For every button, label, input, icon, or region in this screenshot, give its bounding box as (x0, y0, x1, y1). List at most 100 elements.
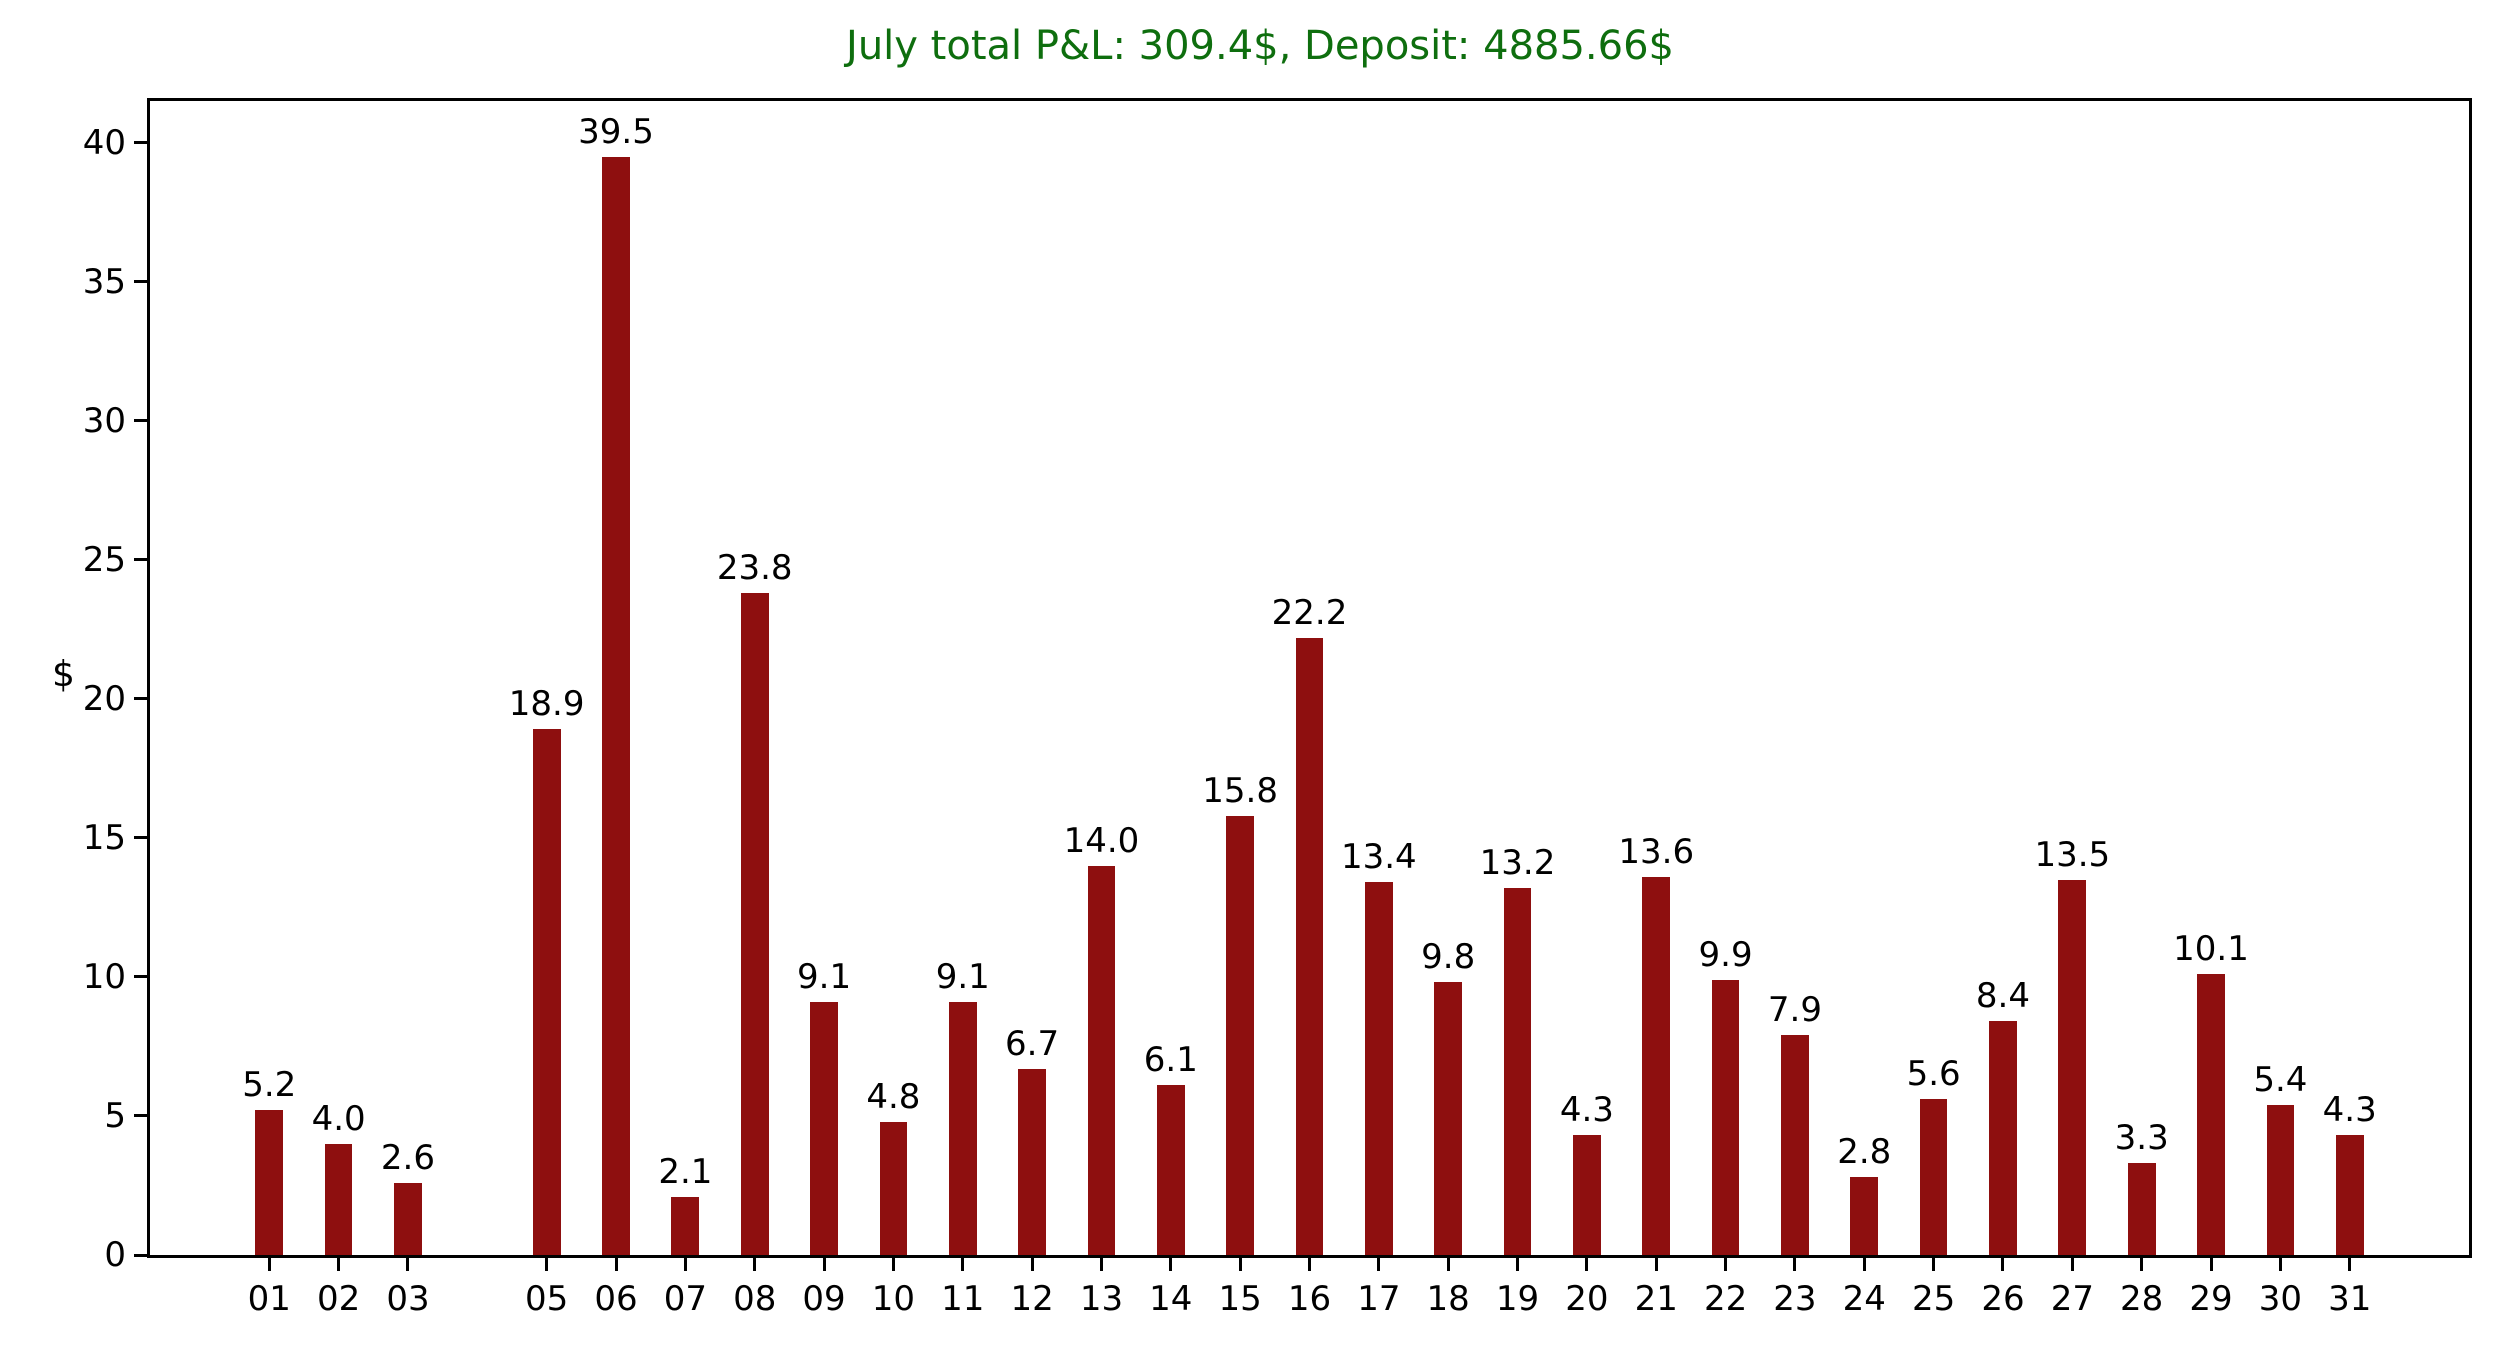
bar (2266, 1104, 2295, 1255)
plot-area: 0 5 10 15 20 25 30 35 40 5.2 01 4.0 02 2.6 03 18.9 05 39.… (83, 98, 2472, 1318)
bar-value-label: 7.9 (1767, 990, 1822, 1031)
bar (394, 1182, 422, 1255)
bar (1087, 865, 1116, 1255)
bar-value-label: 9.8 (1421, 937, 1476, 978)
bar (2197, 974, 2225, 1255)
x-tick-label: 14 (1149, 1279, 1193, 1319)
bar (1573, 1135, 1601, 1255)
bar-value-label: 9.1 (935, 956, 990, 997)
bar (532, 729, 561, 1255)
x-tick-label: 07 (663, 1279, 707, 1319)
bar (1503, 887, 1532, 1255)
bar-value-label: 4.0 (311, 1098, 366, 1139)
x-tick-label: 20 (1565, 1279, 1609, 1319)
x-tick-mark (406, 1258, 410, 1271)
x-tick-label: 26 (1981, 1279, 2025, 1319)
x-tick-label: 01 (247, 1279, 291, 1319)
y-tick-mark (134, 419, 147, 423)
x-tick-mark (1516, 1258, 1520, 1271)
bar (1156, 1085, 1185, 1255)
bar-value-label: 22.2 (1271, 592, 1348, 633)
bar (1989, 1021, 2017, 1255)
bar-value-label: 18.9 (508, 684, 585, 725)
x-tick-label: 03 (386, 1279, 430, 1319)
x-tick-label: 17 (1357, 1279, 1401, 1319)
y-tick-label: 20 (82, 678, 126, 719)
bar-value-label: 13.5 (2034, 834, 2111, 875)
y-tick-label: 25 (82, 539, 126, 580)
x-tick-mark (753, 1258, 757, 1271)
x-tick-mark (2140, 1258, 2144, 1271)
x-tick-label: 25 (1911, 1279, 1956, 1319)
x-tick-mark (1308, 1258, 1311, 1271)
x-tick-mark (1099, 1258, 1103, 1271)
bar-value-label: 9.9 (1698, 934, 1753, 975)
bar (2335, 1135, 2364, 1255)
x-tick-label: 12 (1010, 1279, 1054, 1319)
bar (1434, 982, 1463, 1255)
bar-value-label: 5.2 (242, 1065, 297, 1106)
x-tick-mark (1169, 1258, 1173, 1271)
x-tick-mark (1724, 1258, 1728, 1271)
x-tick-mark (545, 1258, 549, 1271)
bar-value-label: 4.3 (2322, 1090, 2377, 1131)
x-tick-mark (1793, 1258, 1797, 1271)
x-tick-label: 16 (1287, 1279, 1332, 1319)
bar-value-label: 6.1 (1143, 1040, 1198, 1081)
bar (1781, 1035, 1809, 1255)
x-tick-mark (2209, 1258, 2213, 1271)
y-tick-label: 5 (104, 1095, 126, 1136)
x-tick-label: 30 (2258, 1279, 2302, 1319)
bar-value-label: 15.8 (1202, 770, 1278, 811)
y-tick-label: 40 (82, 122, 126, 163)
x-tick-label: 27 (2050, 1279, 2094, 1319)
y-tick-mark (134, 975, 147, 979)
bar-value-label: 39.5 (578, 111, 654, 152)
bar (2058, 879, 2087, 1255)
y-tick-mark (134, 558, 147, 562)
x-tick-label: 09 (802, 1279, 846, 1319)
x-tick-label: 08 (733, 1279, 777, 1319)
y-tick-mark (134, 1253, 147, 1257)
x-tick-mark (2348, 1258, 2352, 1271)
x-tick-mark (267, 1258, 271, 1271)
y-tick-label: 10 (82, 956, 126, 997)
bar (1919, 1099, 1948, 1255)
bar-value-label: 2.1 (658, 1151, 713, 1192)
y-tick-mark (134, 836, 147, 840)
bar-value-label: 8.4 (1975, 976, 2030, 1017)
bar (1018, 1068, 1046, 1255)
x-tick-label: 11 (941, 1279, 985, 1319)
x-tick-label: 13 (1079, 1279, 1124, 1319)
x-tick-mark (1238, 1258, 1242, 1271)
x-tick-mark (614, 1258, 618, 1271)
y-tick-mark (134, 697, 147, 701)
bar (2127, 1163, 2156, 1255)
bar-value-label: 5.4 (2253, 1059, 2308, 1100)
bar (671, 1196, 700, 1255)
x-tick-mark (822, 1258, 826, 1271)
bar-value-label: 23.8 (716, 548, 793, 589)
y-tick-mark (134, 280, 147, 284)
bar-value-label: 4.8 (866, 1076, 921, 1117)
bar-value-label: 6.7 (1005, 1023, 1060, 1064)
x-tick-label: 28 (2120, 1279, 2164, 1319)
x-tick-mark (2278, 1258, 2282, 1271)
bar (1295, 637, 1324, 1255)
bar (1364, 882, 1393, 1255)
y-tick-label: 35 (82, 261, 126, 302)
bar (948, 1001, 977, 1255)
x-tick-label: 21 (1634, 1279, 1678, 1319)
x-tick-mark (961, 1258, 965, 1271)
x-tick-mark (683, 1258, 687, 1271)
y-tick-mark (134, 1114, 147, 1118)
x-tick-label: 05 (525, 1279, 569, 1319)
x-tick-label: 24 (1842, 1279, 1886, 1319)
x-tick-mark (2001, 1258, 2005, 1271)
x-tick-label: 02 (316, 1279, 361, 1319)
bar-value-label: 9.1 (797, 956, 852, 997)
bar-value-label: 10.1 (2173, 929, 2249, 970)
x-tick-label: 10 (871, 1279, 916, 1319)
bar-value-label: 13.4 (1340, 837, 1417, 878)
